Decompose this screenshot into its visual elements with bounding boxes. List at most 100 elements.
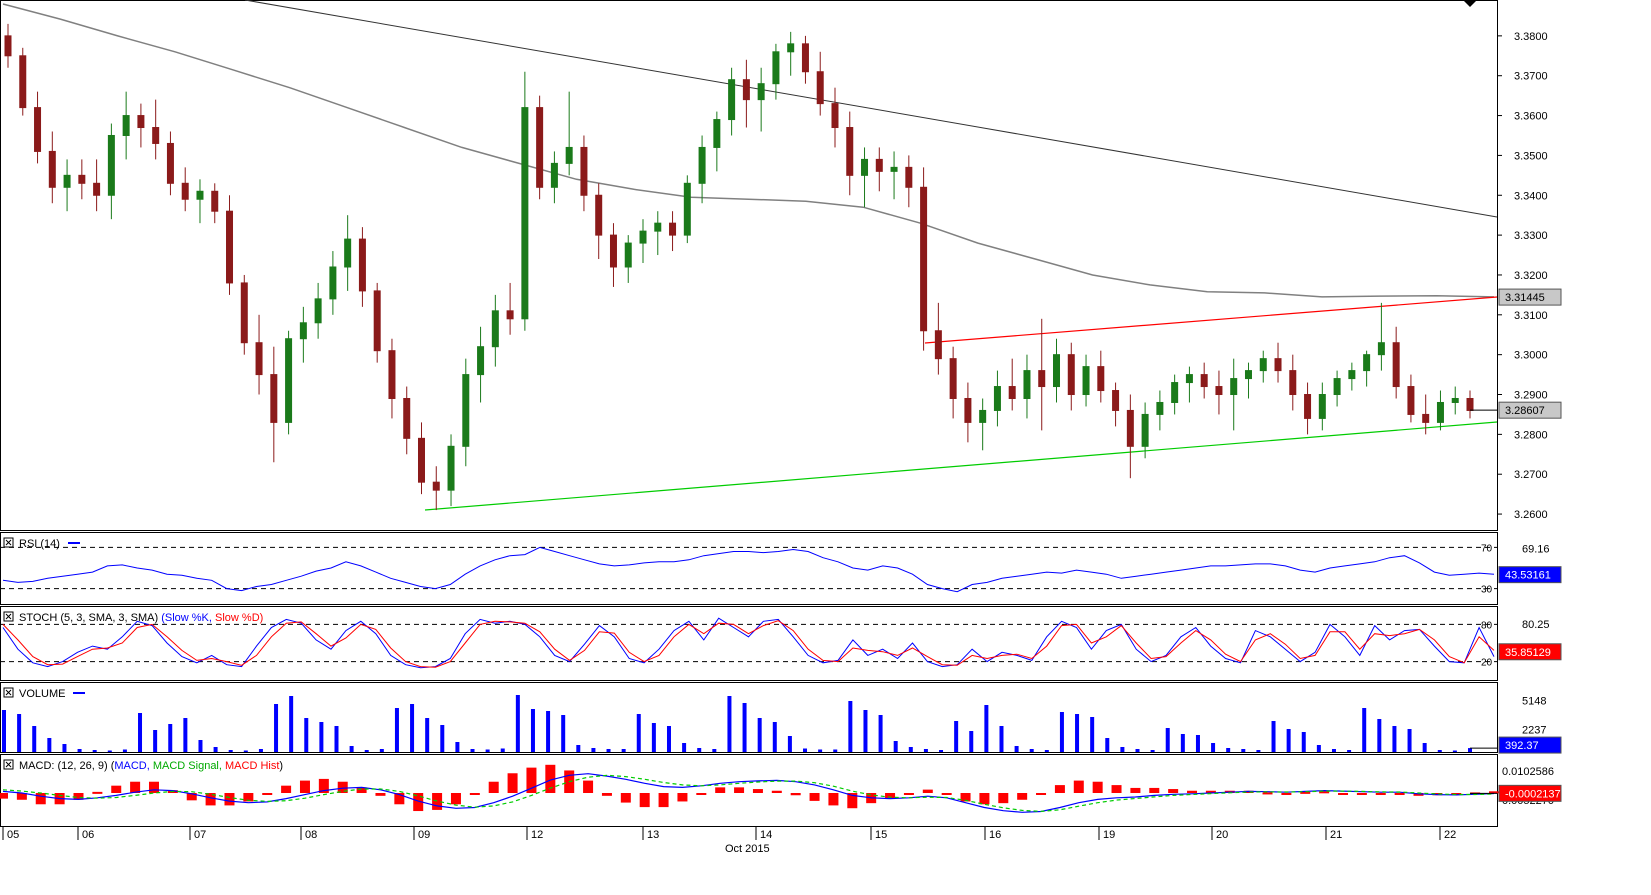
volume-bar [47,738,52,752]
candle-body [1215,386,1223,396]
volume-bar [2,710,6,752]
candle-body [48,150,56,188]
candle-body [462,374,470,447]
candle-body [536,107,544,188]
volume-bar [440,725,445,752]
macd-hist-bar [1281,793,1292,795]
candle-body [1451,397,1459,403]
macd-hist-bar [960,793,971,802]
candle-body [388,350,396,399]
volume-current-tag-label: 392.37 [1505,740,1539,752]
volume-bar [666,726,671,752]
candle-body [801,43,809,73]
macd-hist-bar [639,793,650,808]
macd-hist-bar [828,793,839,806]
macd-hist-bar [337,781,348,793]
candle-body [1038,370,1046,388]
volume-bar [319,722,324,752]
rsi-title: RSI (14) [19,538,60,550]
rsi-panel-frame [0,532,1498,605]
stoch-title-prefix: STOCH (5, 3, SMA, 3, SMA) [19,612,161,624]
volume-bar [530,709,535,752]
macd-hist-bar [243,793,254,802]
macd-panel-close-icon-cross [5,761,12,768]
volume-bar [243,750,248,752]
candle-body [1422,413,1430,423]
candle-body [565,146,573,164]
macd-hist-bar [696,793,707,795]
macd-hist-bar [148,781,159,793]
volume-bar [1029,749,1034,752]
macd-hist-bar [1187,790,1198,793]
volume-bar [289,696,294,752]
macd-hist-bar [130,781,141,793]
macd-hist-bar [601,793,612,796]
candle-body [742,79,750,101]
volume-bar [697,748,702,752]
volume-bar [1271,721,1276,752]
candle-body [1274,358,1282,372]
x-tick-label: 13 [647,829,659,841]
stoch-slow-k-line [2,617,1495,669]
macd-hist-bar [413,793,424,812]
candle-body [949,358,957,399]
rsi-level-label: 70 [1481,543,1493,554]
volume-bar [636,714,641,752]
candle-body [1466,397,1474,411]
macd-hist-bar [658,793,669,808]
price-tick-label: 3.2700 [1514,469,1548,481]
price-tick-label: 3.3800 [1514,31,1548,43]
macd-hist-bar [922,789,933,793]
candle-body [196,190,204,200]
volume-bar [833,749,838,752]
volume-bar [1422,743,1427,752]
rsi-line [2,546,1495,593]
macd-hist-bar [1017,793,1028,800]
x-tick-label: 20 [1216,829,1228,841]
ascending-support-line [424,421,1498,511]
volume-bar [954,721,959,752]
price-tick-label: 3.2800 [1514,429,1548,441]
price-tick-label: 3.3100 [1514,310,1548,322]
candle-body [1259,358,1267,372]
candle-body [299,322,307,340]
volume-bar [1468,748,1472,752]
rsi-current-tag-box [1498,566,1562,584]
candle-body [1363,354,1371,372]
price-tick-label: 3.3300 [1514,230,1548,242]
macd-signal-line [2,774,1495,813]
candle-body [772,51,780,85]
candle-body [93,182,101,196]
candle-body [270,374,278,423]
candle-body [1141,413,1149,447]
volume-bar [1347,750,1352,752]
candle-body [934,330,942,360]
price-tick-label: 3.2900 [1514,390,1548,402]
candle-body [654,222,662,232]
macd-hist-bar [16,793,27,800]
volume-bar [32,726,37,752]
volume-bar [772,722,777,752]
volume-bar [274,704,279,752]
candle-body [1185,374,1193,384]
candle-body [432,481,440,491]
volume-bar [107,750,112,752]
volume-bar [1241,749,1246,752]
stoch-slow-d-line [2,620,1495,668]
macd-hist-bar [885,793,896,799]
macd-hist-bar [771,790,782,793]
volume-bar [576,745,581,752]
macd-hist-bar [1073,780,1084,793]
macd-hist-bar [35,793,46,805]
candle-body [1126,409,1134,447]
volume-bar [515,695,520,752]
candle-body [4,35,12,57]
candle-body [979,409,987,423]
volume-bar [1120,747,1125,752]
candle-body [1348,370,1356,380]
volume-bar [1392,726,1397,752]
volume-panel-close-icon-cross [5,689,12,696]
candle-body [122,115,130,136]
volume-bar [1211,743,1216,752]
